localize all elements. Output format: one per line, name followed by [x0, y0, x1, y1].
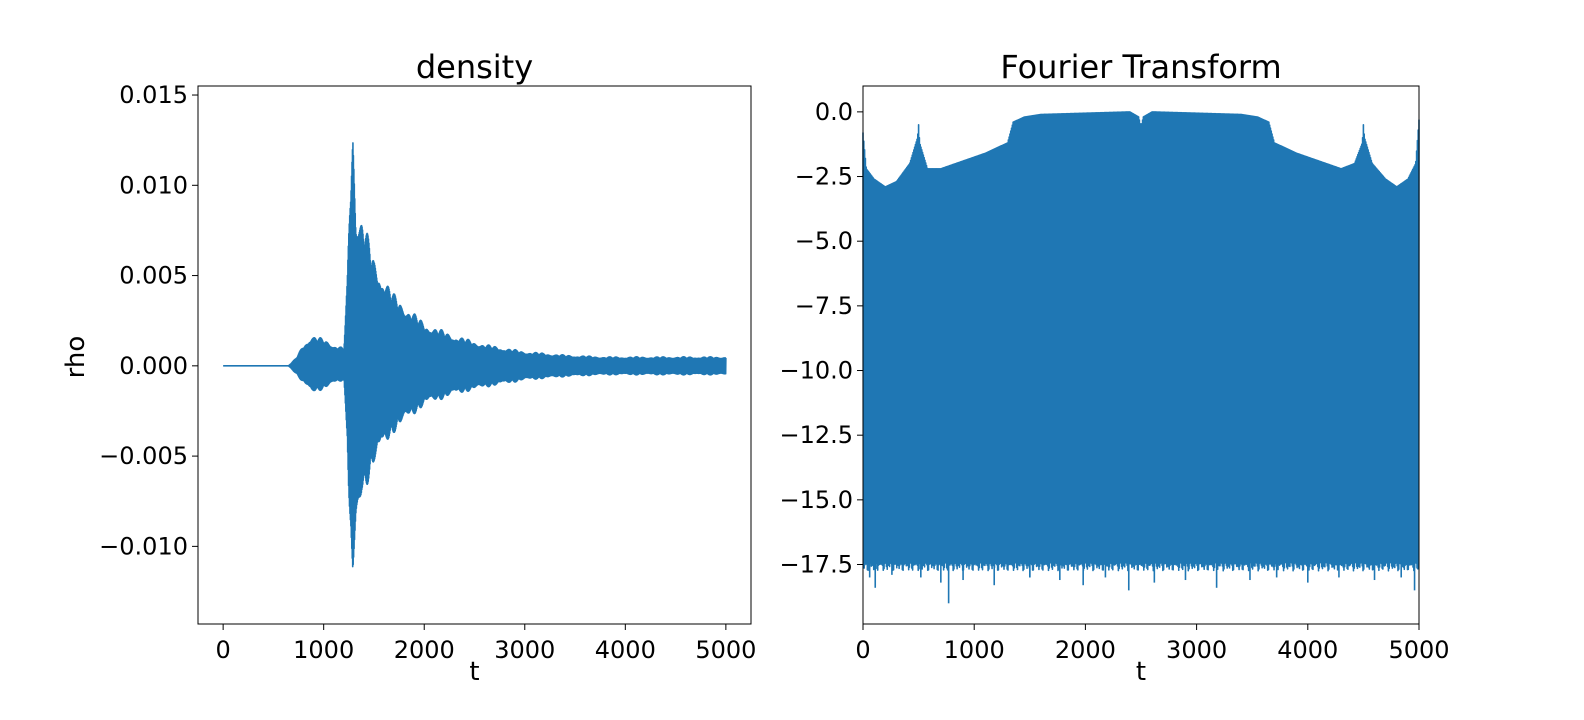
- x-tick-label: 0: [215, 636, 230, 664]
- fourier-axes-frame: [862, 85, 1420, 625]
- y-tick-label: 0.005: [119, 262, 188, 290]
- fourier-panel: 0 1000 2000 3000 4000 5000 0.0 −2.5 −5.0 −7.5 −10…: [779, 48, 1449, 687]
- y-tick-label: 0.000: [119, 352, 188, 380]
- y-tick-label: 0.0: [815, 98, 853, 126]
- density-axes-frame: [197, 85, 752, 625]
- density-panel: 0 1000 2000 3000 4000 5000 −0.010 −0.005 0.000 0…: [61, 48, 756, 687]
- y-tick-label: 0.010: [119, 171, 188, 199]
- x-tick-label: 4000: [1277, 636, 1338, 664]
- density-x-ticks: 0 1000 2000 3000 4000 5000: [215, 624, 756, 664]
- fourier-x-ticks: 0 1000 2000 3000 4000 5000: [855, 624, 1450, 664]
- x-tick-label: 3000: [1166, 636, 1227, 664]
- x-tick-label: 1000: [944, 636, 1005, 664]
- y-tick-label: −0.010: [99, 532, 188, 560]
- fourier-y-ticks: 0.0 −2.5 −5.0 −7.5 −10.0 −12.5 −15.0 −17.5: [779, 98, 863, 579]
- x-tick-label: 4000: [595, 636, 656, 664]
- x-tick-label: 5000: [695, 636, 756, 664]
- density-x-axis-label: t: [469, 657, 479, 687]
- series-line: [222, 142, 727, 568]
- x-tick-label: 1000: [293, 636, 354, 664]
- x-tick-label: 2000: [394, 636, 455, 664]
- density-y-axis-label: rho: [61, 336, 91, 379]
- x-tick-label: 3000: [494, 636, 555, 664]
- x-tick-label: 5000: [1388, 636, 1449, 664]
- y-tick-label: −17.5: [779, 551, 853, 579]
- x-tick-label: 2000: [1055, 636, 1116, 664]
- series-line: [862, 111, 1420, 572]
- fourier-title: Fourier Transform: [1000, 48, 1281, 86]
- y-tick-label: −0.005: [99, 442, 188, 470]
- y-tick-label: −7.5: [795, 292, 853, 320]
- y-tick-label: −10.0: [779, 357, 853, 385]
- density-plot-area: [222, 142, 727, 568]
- fourier-plot-area: [862, 111, 1420, 604]
- density-title: density: [416, 48, 533, 86]
- density-y-ticks: −0.010 −0.005 0.000 0.005 0.010 0.015: [99, 81, 198, 560]
- y-tick-label: 0.015: [119, 81, 188, 109]
- y-tick-label: −2.5: [795, 163, 853, 191]
- y-tick-label: −12.5: [779, 421, 853, 449]
- y-tick-label: −5.0: [795, 227, 853, 255]
- fourier-x-axis-label: t: [1136, 657, 1146, 687]
- x-tick-label: 0: [855, 636, 870, 664]
- y-tick-label: −15.0: [779, 486, 853, 514]
